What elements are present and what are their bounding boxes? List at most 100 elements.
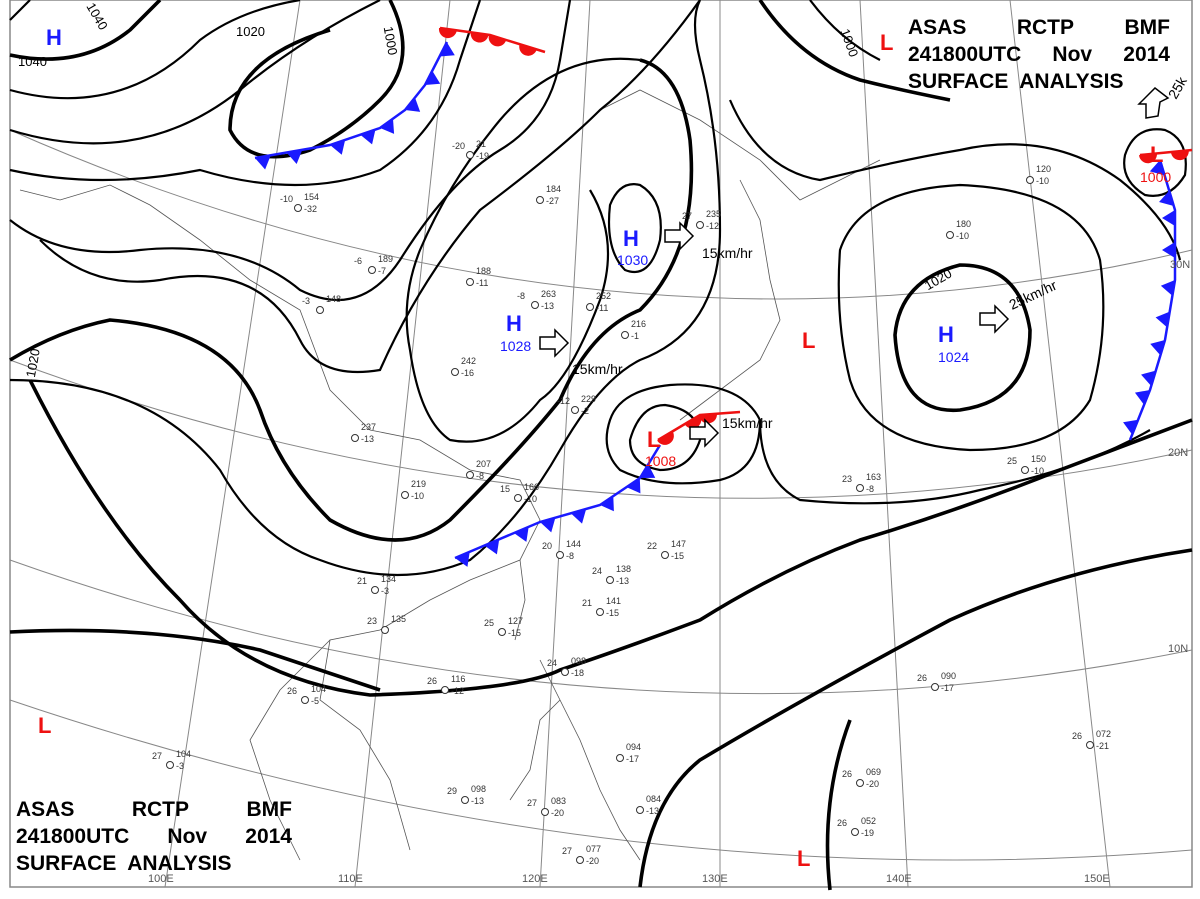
station-circle-icon xyxy=(451,368,459,376)
station-pressure: 263 xyxy=(541,289,556,299)
low-center-symbol: L xyxy=(647,427,660,452)
station-circle-icon xyxy=(946,231,954,239)
warm-front-semicircle-icon xyxy=(1170,150,1189,161)
warm-front-semicircle-icon xyxy=(470,32,489,43)
station-plot: 27 104 -3 xyxy=(152,749,191,771)
cold-front-triangle-icon xyxy=(425,70,441,85)
cold-front-triangle-icon xyxy=(1141,370,1156,386)
station-pressure: 148 xyxy=(326,294,341,304)
station-circle-icon xyxy=(661,551,669,559)
warm-front-semicircle-icon xyxy=(519,44,537,56)
graticule xyxy=(9,0,1193,888)
station-plot: -3 148 xyxy=(302,294,341,314)
cold-front-triangle-icon xyxy=(330,139,346,155)
station-plot: -12 229 -2 xyxy=(557,394,596,416)
station-tendency: -13 xyxy=(541,301,554,311)
parallel-10n xyxy=(9,559,1193,695)
low-center-symbol: L xyxy=(802,328,815,353)
station-tendency: -11 xyxy=(476,278,488,288)
station-plot: 21 134 -3 xyxy=(357,574,396,596)
station-tendency: -13 xyxy=(646,806,659,816)
station-plot: 21 141 -15 xyxy=(582,596,621,618)
station-temperature: 26 xyxy=(837,818,847,828)
movement-speed-label: 15km/hr xyxy=(702,245,753,261)
cold-front-triangle-icon xyxy=(1123,419,1139,435)
map-frame xyxy=(9,0,1193,888)
station-temperature: 27 xyxy=(682,211,692,221)
station-tendency: -13 xyxy=(471,796,484,806)
station-plot: 094-17 xyxy=(616,742,641,764)
station-plot: 22 147 -15 xyxy=(647,539,686,561)
isobars xyxy=(9,0,1193,891)
station-tendency: -20 xyxy=(551,808,564,818)
warm-front-semicircle-icon xyxy=(699,413,717,424)
cold-front-triangle-icon xyxy=(1134,390,1150,405)
station-temperature: 24 xyxy=(592,566,602,576)
station-temperature: 26 xyxy=(287,686,297,696)
cold-front-triangle-icon xyxy=(484,539,500,555)
station-pressure: 188 xyxy=(476,266,491,276)
high-center-pressure: 1030 xyxy=(617,252,648,268)
station-temperature: -20 xyxy=(452,141,465,151)
cold-front-triangle-icon xyxy=(405,97,421,112)
high-center-symbol: H xyxy=(46,25,62,50)
station-plot: 242-16 xyxy=(451,356,476,378)
station-circle-icon xyxy=(856,484,864,492)
low-center-symbol: L xyxy=(797,846,810,871)
header-agency: ASAS xyxy=(16,798,75,821)
station-plot: 24 098 -18 xyxy=(547,656,586,678)
station-circle-icon xyxy=(531,301,539,309)
station-plot: -8 263 -13 xyxy=(517,289,556,311)
meridian-150e xyxy=(1009,0,1111,888)
high-center-symbol: H xyxy=(506,311,522,336)
header-month: Nov xyxy=(1052,43,1093,66)
station-pressure: 135 xyxy=(391,614,406,624)
station-pressure: 154 xyxy=(304,192,319,202)
station-pressure: 144 xyxy=(566,539,581,549)
station-circle-icon xyxy=(561,668,569,676)
meridian-140e xyxy=(859,0,909,888)
station-tendency: -8 xyxy=(566,551,574,561)
station-tendency: -10 xyxy=(1031,466,1044,476)
station-temperature: 27 xyxy=(562,846,572,856)
station-tendency: -21 xyxy=(1096,741,1109,751)
station-circle-icon xyxy=(606,576,614,584)
station-pressure: 237 xyxy=(361,422,376,432)
station-plot: 20 144 -8 xyxy=(542,539,581,561)
station-circle-icon xyxy=(166,761,174,769)
low-center-pressure: 1008 xyxy=(645,453,676,469)
pressure-centers: H L H 1030 H 1028 L 1008 H 1024 L L 1000… xyxy=(38,25,1171,871)
movement-arrow-icon xyxy=(664,221,695,251)
station-temperature: 26 xyxy=(1072,731,1082,741)
station-temperature: -6 xyxy=(354,256,362,266)
header-code: BMF xyxy=(1124,16,1171,39)
station-pressure: 235 xyxy=(706,209,721,219)
station-tendency: -15 xyxy=(508,628,521,638)
station-pressure: 069 xyxy=(866,767,881,777)
station-temperature: 29 xyxy=(447,786,457,796)
longitude-label: 130E xyxy=(702,873,728,885)
station-circle-icon xyxy=(1086,741,1094,749)
isobar-label: 1020 xyxy=(236,24,265,39)
station-temperature: 24 xyxy=(547,658,557,668)
station-pressure: 21 xyxy=(476,139,486,149)
movement-arrow-icon xyxy=(979,304,1010,334)
cold-front-triangle-icon xyxy=(600,496,614,512)
station-plot: 26 116 -12 xyxy=(427,674,465,696)
station-plot: -6 189 -7 xyxy=(354,254,393,276)
station-tendency: -8 xyxy=(476,471,484,481)
station-circle-icon xyxy=(596,608,604,616)
station-tendency: -19 xyxy=(861,828,874,838)
header-station: RCTP xyxy=(1016,16,1075,39)
station-tendency: -12 xyxy=(706,221,719,231)
station-circle-icon xyxy=(1026,176,1034,184)
station-circle-icon xyxy=(851,828,859,836)
station-plot: 252-11 xyxy=(586,291,611,313)
low-center-symbol: L xyxy=(880,30,893,55)
station-circle-icon xyxy=(441,686,449,694)
parallel-0 xyxy=(9,699,1193,861)
movement-speed-label: 15km/hr xyxy=(572,361,623,377)
station-pressure: 166 xyxy=(524,482,539,492)
movement-speed-label: 25km/hr xyxy=(1007,277,1060,313)
station-pressure: 150 xyxy=(1031,454,1046,464)
